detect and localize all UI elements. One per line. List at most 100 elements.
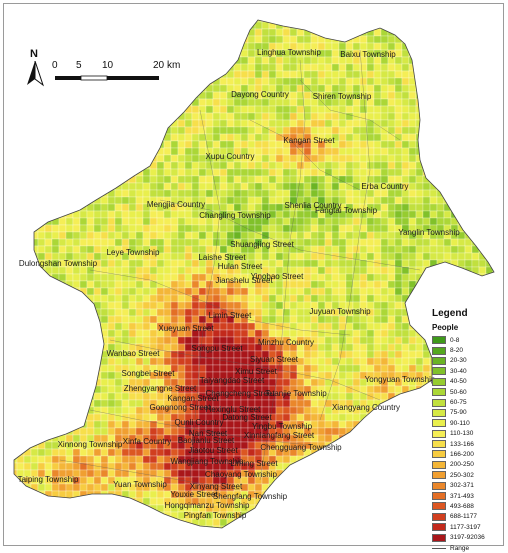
grid-cell	[128, 392, 137, 401]
grid-cell	[23, 175, 32, 184]
grid-cell	[401, 392, 410, 401]
grid-cell	[30, 203, 39, 212]
grid-cell	[121, 511, 130, 520]
grid-cell	[198, 315, 207, 324]
grid-cell	[14, 455, 18, 464]
grid-cell	[450, 70, 459, 79]
grid-cell	[415, 287, 424, 296]
grid-cell	[303, 98, 312, 107]
grid-cell	[240, 175, 249, 184]
grid-cell	[422, 455, 431, 464]
grid-cell	[198, 168, 207, 177]
grid-cell	[107, 161, 116, 170]
grid-cell	[51, 455, 60, 464]
grid-cell	[156, 119, 165, 128]
grid-cell	[219, 231, 228, 240]
grid-cell	[240, 28, 249, 37]
grid-cell	[324, 168, 333, 177]
grid-cell	[184, 308, 193, 317]
grid-cell	[366, 364, 375, 373]
grid-cell	[345, 497, 354, 506]
grid-cell	[408, 252, 417, 261]
grid-cell	[317, 28, 326, 37]
grid-cell	[289, 301, 298, 310]
grid-cell	[156, 357, 165, 366]
grid-cell	[345, 119, 354, 128]
grid-cell	[177, 350, 186, 359]
grid-cell	[268, 126, 277, 135]
grid-cell	[352, 280, 361, 289]
grid-cell	[247, 203, 256, 212]
grid-cell	[317, 294, 326, 303]
grid-cell	[149, 20, 158, 23]
grid-cell	[471, 91, 480, 100]
grid-cell	[30, 322, 39, 331]
grid-cell	[30, 364, 39, 373]
grid-cell	[219, 189, 228, 198]
grid-cell	[58, 224, 67, 233]
grid-cell	[107, 504, 116, 513]
grid-cell	[16, 497, 25, 506]
grid-cell	[58, 273, 67, 282]
grid-cell	[23, 119, 32, 128]
grid-cell	[380, 448, 389, 457]
grid-cell	[121, 224, 130, 233]
grid-cell	[58, 161, 67, 170]
grid-cell	[352, 154, 361, 163]
grid-cell	[149, 462, 158, 471]
grid-cell	[478, 91, 487, 100]
grid-cell	[436, 203, 445, 212]
grid-cell	[14, 399, 18, 408]
grid-cell	[471, 259, 480, 268]
grid-cell	[114, 259, 123, 268]
grid-cell	[23, 280, 32, 289]
grid-cell	[114, 392, 123, 401]
grid-cell	[345, 238, 354, 247]
grid-cell	[485, 231, 494, 240]
grid-cell	[296, 280, 305, 289]
grid-cell	[240, 287, 249, 296]
grid-cell	[72, 133, 81, 142]
grid-cell	[44, 504, 53, 513]
grid-cell	[121, 21, 130, 30]
grid-cell	[79, 161, 88, 170]
grid-cell	[422, 119, 431, 128]
grid-cell	[324, 259, 333, 268]
grid-cell	[443, 133, 452, 142]
grid-cell	[121, 273, 130, 282]
grid-cell	[303, 504, 312, 513]
grid-cell	[366, 168, 375, 177]
grid-cell	[170, 105, 179, 114]
grid-cell	[471, 70, 480, 79]
grid-cell	[16, 182, 25, 191]
grid-cell	[107, 20, 116, 23]
grid-cell	[58, 287, 67, 296]
grid-cell	[184, 35, 193, 44]
grid-cell	[128, 140, 137, 149]
grid-cell	[387, 196, 396, 205]
grid-cell	[338, 105, 347, 114]
grid-cell	[142, 224, 151, 233]
grid-cell	[191, 161, 200, 170]
grid-cell	[65, 119, 74, 128]
grid-cell	[51, 378, 60, 387]
grid-cell	[121, 147, 130, 156]
grid-cell	[422, 217, 431, 226]
grid-cell	[23, 140, 32, 149]
grid-cell	[16, 301, 25, 310]
grid-cell	[44, 35, 53, 44]
grid-cell	[93, 35, 102, 44]
grid-cell	[282, 161, 291, 170]
grid-cell	[478, 28, 487, 37]
grid-cell	[366, 343, 375, 352]
grid-cell	[450, 154, 459, 163]
grid-cell	[380, 357, 389, 366]
grid-cell	[65, 301, 74, 310]
grid-cell	[14, 357, 18, 366]
grid-cell	[37, 427, 46, 436]
grid-cell	[65, 140, 74, 149]
grid-cell	[23, 182, 32, 191]
grid-cell	[457, 273, 466, 282]
grid-cell	[226, 336, 235, 345]
grid-cell	[436, 252, 445, 261]
